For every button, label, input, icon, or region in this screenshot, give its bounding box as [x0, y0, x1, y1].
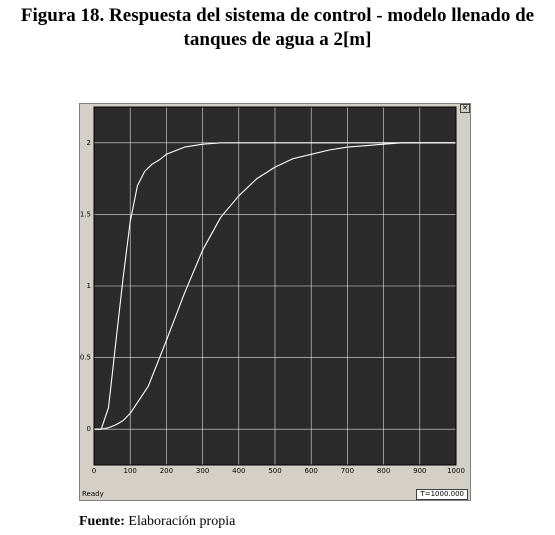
caption-line-1: Figura 18. Respuesta del sistema de cont…: [20, 5, 535, 26]
x-tick-label: 900: [413, 467, 426, 475]
x-tick-label: 1000: [447, 467, 465, 475]
x-tick-label: 600: [305, 467, 318, 475]
series-line-1: [94, 142, 456, 430]
figure-caption: Figura 18. Respuesta del sistema de cont…: [0, 4, 555, 52]
time-readout: T=1000.000: [416, 489, 468, 500]
close-icon[interactable]: ✕: [460, 104, 470, 113]
x-tick-label: 200: [160, 467, 173, 475]
status-text: Ready: [82, 490, 104, 498]
y-tick-label: 0: [87, 425, 91, 433]
plot-frame: [93, 106, 457, 466]
x-tick-label: 500: [268, 467, 281, 475]
x-tick-label: 700: [341, 467, 354, 475]
x-tick-label: 100: [124, 467, 137, 475]
x-tick-label: 300: [196, 467, 209, 475]
scope-plot: 0 100 200 300 400 500 600 700 800 900 1000 0 0.5 1 1.5…: [80, 106, 465, 475]
y-tick-label: 1: [87, 282, 91, 290]
y-tick-label: 0.5: [80, 354, 91, 362]
y-tick-label: 1.5: [80, 210, 91, 218]
caption-line-2: tanques de agua a 2[m]: [183, 29, 372, 50]
x-tick-label: 400: [232, 467, 245, 475]
x-tick-label: 0: [92, 467, 96, 475]
x-tick-label: 800: [377, 467, 390, 475]
status-bar: Ready T=1000.000: [80, 488, 470, 500]
y-tick-label: 2: [87, 139, 91, 147]
source-note: Fuente: Elaboración propia: [79, 514, 235, 530]
source-text: Elaboración propia: [124, 514, 236, 529]
series-line-2: [94, 142, 456, 430]
scope-window: 0 100 200 300 400 500 600 700 800 900 1000 0 0.5 1 1.5…: [79, 103, 471, 501]
source-label: Fuente:: [79, 514, 125, 529]
